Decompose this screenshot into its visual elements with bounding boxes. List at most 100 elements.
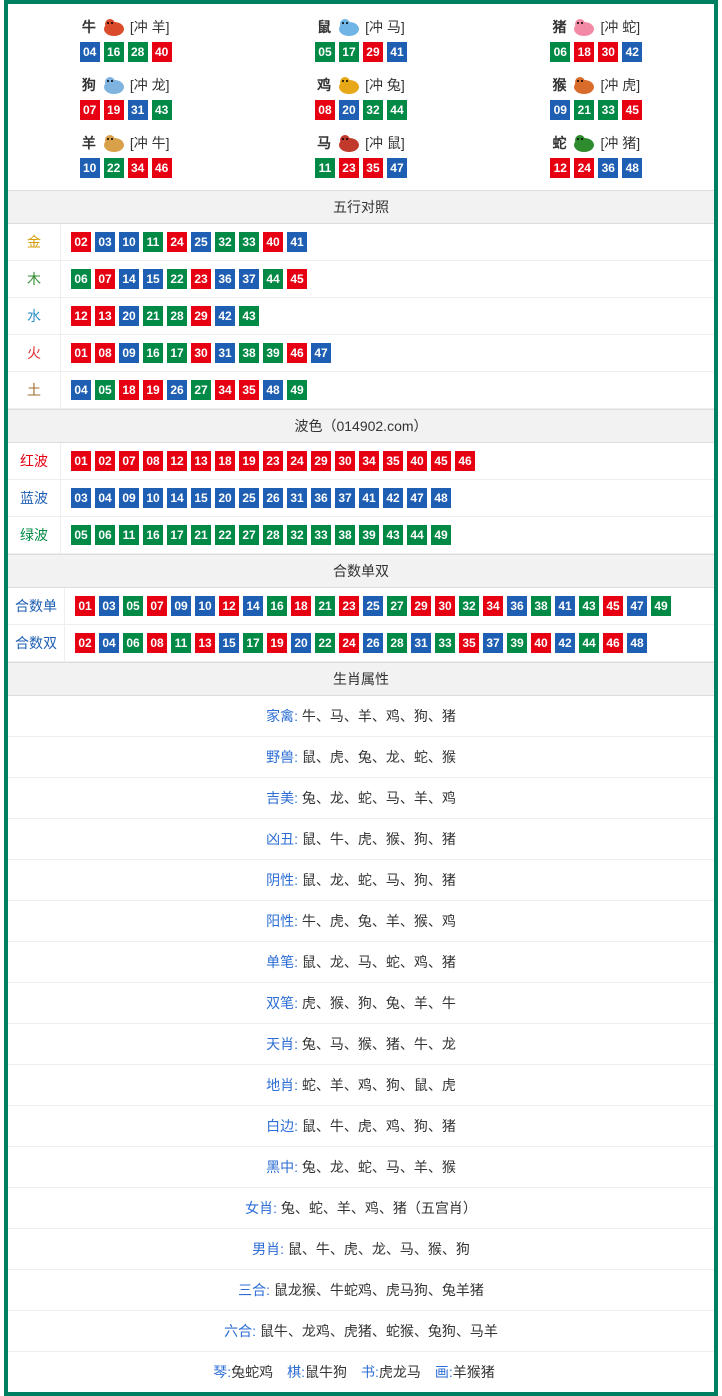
ball-43: 43: [239, 306, 259, 326]
attr-row: 阴性: 鼠、龙、蛇、马、狗、猪: [8, 860, 714, 901]
ball-34: 34: [215, 380, 235, 400]
ball-15: 15: [219, 633, 239, 653]
attr-val: 兔、龙、蛇、马、羊、猴: [302, 1159, 456, 1175]
ball-36: 36: [507, 596, 527, 616]
rat-icon: [334, 16, 364, 38]
ball-07: 07: [119, 451, 139, 471]
ball-34: 34: [483, 596, 503, 616]
attr-key: 白边:: [266, 1118, 302, 1134]
attr-key: 凶丑:: [266, 831, 302, 847]
ball-05: 05: [123, 596, 143, 616]
ball-47: 47: [387, 158, 407, 178]
dog-icon: [99, 74, 129, 96]
ball-45: 45: [287, 269, 307, 289]
ball-21: 21: [191, 525, 211, 545]
zodiac-name: 鸡: [317, 75, 331, 95]
ball-04: 04: [95, 488, 115, 508]
ball-30: 30: [435, 596, 455, 616]
ball-20: 20: [215, 488, 235, 508]
ball-23: 23: [339, 158, 359, 178]
ball-08: 08: [95, 343, 115, 363]
ball-48: 48: [622, 158, 642, 178]
attr-key: 天肖:: [266, 1036, 302, 1052]
pig-icon: [569, 16, 599, 38]
footer-key: 书:: [361, 1364, 379, 1380]
attr-key: 男肖:: [252, 1241, 288, 1257]
ball-38: 38: [239, 343, 259, 363]
attr-row: 三合: 鼠龙猴、牛蛇鸡、虎马狗、兔羊猪: [8, 1270, 714, 1311]
row-balls: 0103050709101214161821232527293032343638…: [65, 588, 714, 624]
zodiac-chong: [冲 牛]: [130, 133, 170, 153]
ball-41: 41: [387, 42, 407, 62]
footer-val: 羊猴猪: [453, 1364, 495, 1380]
horse-icon: [334, 132, 364, 154]
attr-key: 吉美:: [266, 790, 302, 806]
ball-46: 46: [603, 633, 623, 653]
ball-24: 24: [574, 158, 594, 178]
table-row: 红波0102070812131819232429303435404546: [8, 443, 714, 480]
ball-15: 15: [143, 269, 163, 289]
ball-28: 28: [128, 42, 148, 62]
ball-22: 22: [104, 158, 124, 178]
zodiac-cell-monkey: 猴[冲 虎]09213345: [479, 68, 714, 126]
ball-32: 32: [215, 232, 235, 252]
ball-21: 21: [143, 306, 163, 326]
ball-12: 12: [219, 596, 239, 616]
row-balls: 05061116172122272832333839434449: [61, 517, 714, 553]
ball-42: 42: [555, 633, 575, 653]
ball-33: 33: [598, 100, 618, 120]
ball-03: 03: [95, 232, 115, 252]
ball-13: 13: [191, 451, 211, 471]
zodiac-label: 鸡[冲 兔]: [317, 74, 405, 96]
ball-05: 05: [71, 525, 91, 545]
row-balls: 0102070812131819232429303435404546: [61, 443, 714, 479]
attr-key: 阳性:: [266, 913, 302, 929]
row-label: 合数单: [8, 588, 65, 624]
wuxing-rows: 金02031011242532334041木060714152223363744…: [8, 224, 714, 409]
attr-val: 牛、虎、兔、羊、猴、鸡: [302, 913, 456, 929]
row-label: 金: [8, 224, 61, 260]
ball-45: 45: [603, 596, 623, 616]
ball-30: 30: [335, 451, 355, 471]
ball-31: 31: [411, 633, 431, 653]
ball-18: 18: [215, 451, 235, 471]
table-row: 水1213202128294243: [8, 298, 714, 335]
ball-06: 06: [123, 633, 143, 653]
attr-row: 男肖: 鼠、牛、虎、龙、马、猴、狗: [8, 1229, 714, 1270]
ball-07: 07: [80, 100, 100, 120]
attr-key: 地肖:: [266, 1077, 302, 1093]
attr-val: 鼠龙猴、牛蛇鸡、虎马狗、兔羊猪: [274, 1282, 484, 1298]
ball-24: 24: [339, 633, 359, 653]
ball-40: 40: [152, 42, 172, 62]
rooster-icon: [334, 74, 364, 96]
ball-10: 10: [80, 158, 100, 178]
ball-27: 27: [239, 525, 259, 545]
attr-key: 家禽:: [266, 708, 302, 724]
ball-35: 35: [459, 633, 479, 653]
ball-16: 16: [267, 596, 287, 616]
ball-14: 14: [119, 269, 139, 289]
zodiac-chong: [冲 马]: [365, 17, 405, 37]
attr-val: 鼠、牛、虎、猴、狗、猪: [302, 831, 456, 847]
ball-14: 14: [167, 488, 187, 508]
ball-31: 31: [215, 343, 235, 363]
ball-19: 19: [143, 380, 163, 400]
ball-18: 18: [574, 42, 594, 62]
ball-37: 37: [483, 633, 503, 653]
ball-07: 07: [95, 269, 115, 289]
row-label: 红波: [8, 443, 61, 479]
ball-41: 41: [287, 232, 307, 252]
table-row: 合数单0103050709101214161821232527293032343…: [8, 588, 714, 625]
ball-29: 29: [363, 42, 383, 62]
attr-row: 双笔: 虎、猴、狗、兔、羊、牛: [8, 983, 714, 1024]
zodiac-balls: 12243648: [479, 158, 714, 178]
ball-08: 08: [143, 451, 163, 471]
ball-17: 17: [167, 525, 187, 545]
footer-key: 琴:: [213, 1364, 231, 1380]
row-label: 火: [8, 335, 61, 371]
ball-10: 10: [119, 232, 139, 252]
ball-42: 42: [383, 488, 403, 508]
footer-val: 虎龙马: [379, 1364, 421, 1380]
ball-09: 09: [119, 343, 139, 363]
zodiac-name: 狗: [82, 75, 96, 95]
